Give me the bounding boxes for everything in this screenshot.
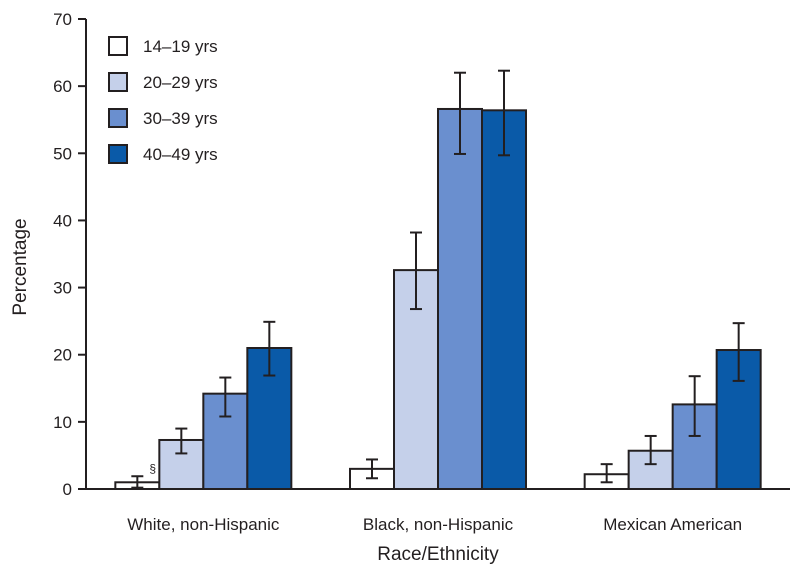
legend-swatch bbox=[108, 108, 128, 128]
bar-black-non-hispanic-40-49-yrs bbox=[481, 109, 527, 490]
x-axis: White, non-Hispanic Black, non-Hispanic Me… bbox=[86, 488, 790, 534]
error-bars bbox=[131, 69, 745, 489]
legend-item-40-49-yrs: 40–49 yrs bbox=[108, 144, 218, 164]
y-axis: 0 10 20 30 40 50 60 70 bbox=[53, 10, 87, 499]
y-tick-label-60: 60 bbox=[53, 77, 72, 96]
error-bar-mexican-american-20-29-yrs bbox=[644, 434, 657, 466]
legend-item-14-19-yrs: 14–19 yrs bbox=[108, 36, 218, 56]
legend-label: 20–29 yrs bbox=[143, 73, 218, 92]
y-tick-label-40: 40 bbox=[53, 211, 72, 230]
x-tick-label-black-non-hispanic: Black, non-Hispanic bbox=[363, 515, 514, 534]
legend-item-30-39-yrs: 30–39 yrs bbox=[108, 108, 218, 128]
legend-swatch bbox=[108, 36, 128, 56]
y-tick-label-10: 10 bbox=[53, 413, 72, 432]
x-tick-label-white-non-hispanic: White, non-Hispanic bbox=[127, 515, 280, 534]
error-bar-mexican-american-30-39-yrs bbox=[688, 375, 701, 437]
legend-swatch bbox=[108, 144, 128, 164]
bars bbox=[114, 107, 762, 491]
y-tick-label-30: 30 bbox=[53, 279, 72, 298]
error-bar-black-non-hispanic-20-29-yrs bbox=[410, 231, 422, 311]
annotation-white-non-hispanic: § bbox=[149, 461, 156, 475]
x-tick-label-mexican-american: Mexican American bbox=[603, 515, 742, 534]
error-bar-white-non-hispanic-40-49-yrs bbox=[263, 320, 276, 377]
error-bar-white-non-hispanic-20-29-yrs bbox=[175, 427, 188, 455]
legend: 14–19 yrs 20–29 yrs 30–39 yrs 40–49 yrs bbox=[108, 36, 218, 164]
legend-label: 40–49 yrs bbox=[143, 145, 218, 164]
y-tick-label-0: 0 bbox=[63, 480, 72, 499]
error-bar-mexican-american-40-49-yrs bbox=[732, 322, 745, 382]
y-tick-label-50: 50 bbox=[53, 144, 72, 163]
error-bar-black-non-hispanic-14-19-yrs bbox=[366, 458, 378, 480]
error-bar-mexican-american-14-19-yrs bbox=[600, 463, 613, 484]
legend-label: 14–19 yrs bbox=[143, 37, 218, 56]
error-bar-black-non-hispanic-40-49-yrs bbox=[498, 69, 510, 157]
error-bar-black-non-hispanic-30-39-yrs bbox=[454, 71, 466, 155]
bar-white-non-hispanic-30-39-yrs bbox=[202, 392, 249, 490]
error-bar-white-non-hispanic-14-19-yrs bbox=[131, 475, 144, 489]
x-axis-title: Race/Ethnicity bbox=[377, 544, 499, 565]
y-tick-label-70: 70 bbox=[53, 10, 72, 29]
y-tick-label-20: 20 bbox=[53, 346, 72, 365]
legend-swatch bbox=[108, 72, 128, 92]
legend-item-20-29-yrs: 20–29 yrs bbox=[108, 72, 218, 92]
y-axis-title: Percentage bbox=[10, 218, 31, 315]
legend-label: 30–39 yrs bbox=[143, 109, 218, 128]
bar-black-non-hispanic-30-39-yrs bbox=[437, 107, 483, 490]
error-bar-white-non-hispanic-30-39-yrs bbox=[219, 376, 232, 418]
annotations: § bbox=[149, 461, 156, 475]
